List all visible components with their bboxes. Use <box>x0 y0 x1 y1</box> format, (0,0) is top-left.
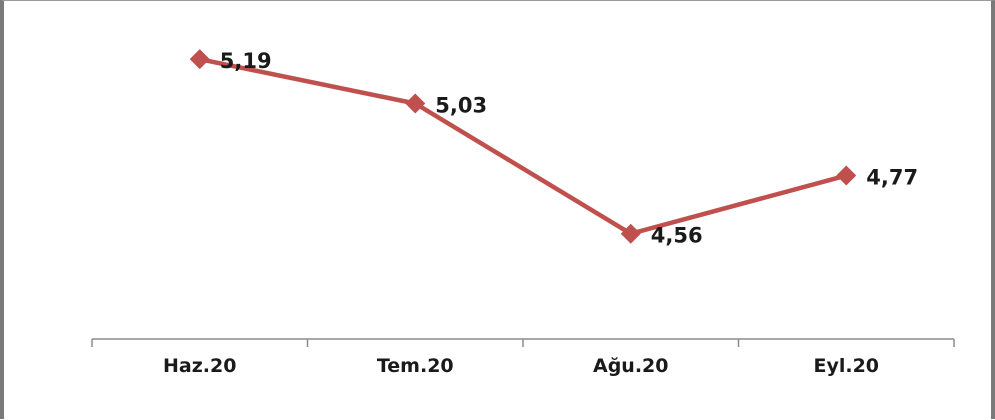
line-chart: 5,19 5,03 4,56 4,77 Haz.20 Tem.20 Ağu.20 Eyl.2… <box>91 49 955 377</box>
x-axis <box>91 338 955 347</box>
data-point-marker <box>189 49 210 70</box>
data-point-marker <box>620 223 641 244</box>
x-tick-label: Haz.20 <box>163 355 236 377</box>
data-label: 4,77 <box>866 166 918 190</box>
series-line <box>199 56 847 236</box>
data-label: 5,03 <box>435 94 487 118</box>
data-label: 4,56 <box>651 224 703 248</box>
data-point-marker <box>836 165 857 186</box>
data-point-marker <box>405 93 426 114</box>
series-line-group <box>199 56 847 236</box>
x-tick-label: Ağu.20 <box>593 355 669 377</box>
marker-group <box>189 49 857 244</box>
x-tick-label: Tem.20 <box>377 355 454 377</box>
data-label: 5,19 <box>220 49 272 73</box>
x-tick-label-group: Haz.20 Tem.20 Ağu.20 Eyl.20 <box>163 355 879 377</box>
x-tick-label: Eyl.20 <box>813 355 879 377</box>
data-label-group: 5,19 5,03 4,56 4,77 <box>220 49 918 248</box>
